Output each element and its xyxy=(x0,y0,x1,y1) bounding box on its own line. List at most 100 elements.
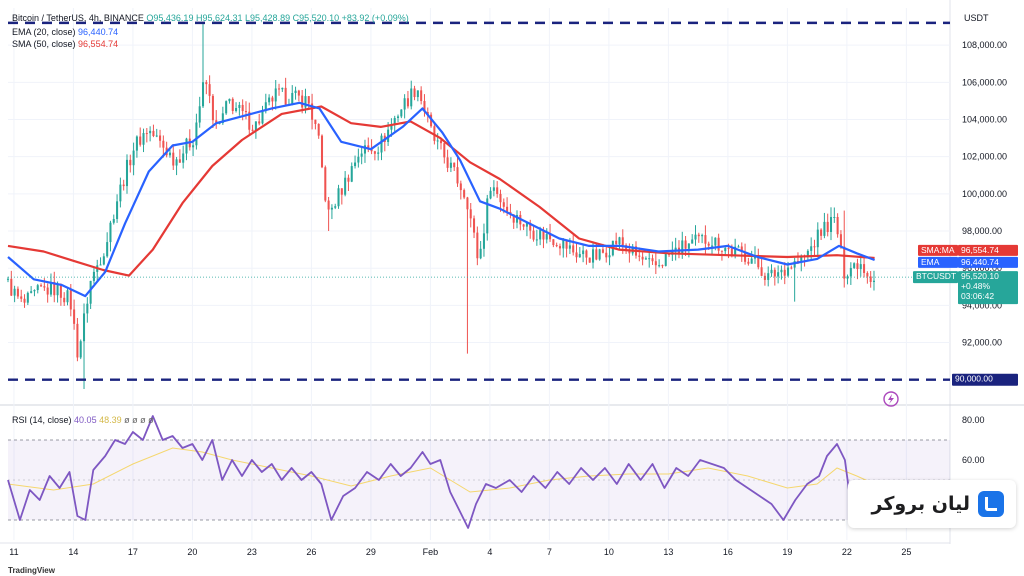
candle-body xyxy=(261,111,264,124)
candle-body xyxy=(621,237,624,246)
candle-body xyxy=(347,177,350,182)
candle-body xyxy=(466,197,469,210)
candle-body xyxy=(228,98,231,102)
candle-body xyxy=(463,190,466,198)
candle-body xyxy=(251,129,254,131)
lightning-icon[interactable] xyxy=(883,391,899,407)
candle-body xyxy=(43,286,46,288)
candle-body xyxy=(575,252,578,258)
broker-logo-icon xyxy=(978,491,1004,517)
level-tag-text: 90,000.00 xyxy=(955,374,993,384)
candle-body xyxy=(33,290,36,292)
candle-body xyxy=(506,206,509,212)
candle-body xyxy=(291,92,294,105)
candle-body xyxy=(753,256,757,259)
candle-body xyxy=(661,265,664,267)
candle-body xyxy=(363,145,366,154)
candle-body xyxy=(839,234,842,247)
candle-body xyxy=(314,119,317,124)
sma-legend[interactable]: SMA (50, close) 96,554.74 xyxy=(12,38,118,50)
candle-body xyxy=(178,159,181,163)
candle-body xyxy=(380,135,383,153)
candle-body xyxy=(443,143,446,158)
y-tick-label: 106,000.00 xyxy=(962,77,1007,87)
y-tick-label: 102,000.00 xyxy=(962,152,1007,162)
candle-body xyxy=(502,202,505,207)
candle-body xyxy=(843,246,846,279)
y-tick-label: 100,000.00 xyxy=(962,189,1007,199)
candle-body xyxy=(760,267,763,276)
candle-body xyxy=(806,250,809,257)
candle-body xyxy=(396,116,400,118)
candle-body xyxy=(598,249,601,260)
candle-body xyxy=(63,297,66,303)
symbol-title[interactable]: Bitcoin / TetherUS, 4h, BINANCE xyxy=(12,13,144,23)
candle-body xyxy=(691,239,694,244)
candle-body xyxy=(866,272,869,277)
candle-body xyxy=(836,216,839,235)
candle-body xyxy=(168,152,171,156)
last-price-tag-text: 95,520.10 xyxy=(961,271,999,281)
ema-label: EMA (20, close) xyxy=(12,27,76,37)
candle-body xyxy=(727,248,730,250)
candle-body xyxy=(800,255,803,262)
candle-body xyxy=(208,84,211,96)
ema-legend[interactable]: EMA (20, close) 96,440.74 xyxy=(12,26,118,38)
candle-body xyxy=(135,136,138,151)
rsi-legend[interactable]: RSI (14, close) 40.05 48.39 ø ø ø ø xyxy=(12,414,154,426)
sma-label: SMA (50, close) xyxy=(12,39,76,49)
candle-body xyxy=(423,101,426,112)
candle-body xyxy=(400,109,403,117)
x-tick-label: 7 xyxy=(547,547,552,557)
candle-body xyxy=(552,239,555,246)
change-value: +83.92 (+0.09%) xyxy=(341,13,409,23)
candle-body xyxy=(106,242,109,257)
symbol-tag-text: BTCUSDT xyxy=(916,271,956,281)
x-tick-label: 19 xyxy=(782,547,792,557)
candle-body xyxy=(307,96,310,104)
candle-body xyxy=(26,292,29,303)
candle-body xyxy=(496,187,499,194)
candle-body xyxy=(535,239,538,241)
candle-body xyxy=(578,254,581,258)
candle-body xyxy=(192,145,195,148)
candle-body xyxy=(482,233,485,249)
candle-body xyxy=(271,97,274,102)
candle-body xyxy=(152,130,155,137)
x-tick-label: 14 xyxy=(68,547,78,557)
candle-body xyxy=(69,290,72,310)
x-tick-label: 17 xyxy=(128,547,138,557)
rsi-tick-label: 80.00 xyxy=(962,415,985,425)
candle-body xyxy=(416,90,419,98)
candle-body xyxy=(420,90,423,102)
candle-body xyxy=(159,135,162,141)
x-tick-label: 29 xyxy=(366,547,376,557)
candle-body xyxy=(258,121,261,124)
candle-body xyxy=(13,288,16,296)
level-tag xyxy=(952,373,1018,386)
candle-body xyxy=(449,162,452,168)
candle-body xyxy=(816,229,819,248)
candle-body xyxy=(572,245,575,253)
candle-body xyxy=(344,177,347,195)
candle-body xyxy=(23,298,26,303)
y-tick-label: 108,000.00 xyxy=(962,40,1007,50)
candle-body xyxy=(125,159,129,187)
symbol-tag xyxy=(913,271,958,284)
candle-body xyxy=(853,263,856,268)
candle-body xyxy=(49,281,52,295)
axes: 11 14 17 20 23 26 29 Feb 4 7 10 13 16 19 22 25 92,000.00… xyxy=(9,13,1007,557)
candle-body xyxy=(109,222,112,243)
candle-body xyxy=(172,152,175,166)
candle-body xyxy=(562,240,565,249)
candle-body xyxy=(734,246,737,255)
candle-body xyxy=(757,256,760,268)
candle-body xyxy=(453,162,456,168)
candle-body xyxy=(413,88,416,98)
candle-body xyxy=(334,206,337,208)
candle-body xyxy=(218,123,221,125)
candle-body xyxy=(231,98,234,111)
candle-body xyxy=(82,313,86,342)
candle-body xyxy=(297,90,300,96)
